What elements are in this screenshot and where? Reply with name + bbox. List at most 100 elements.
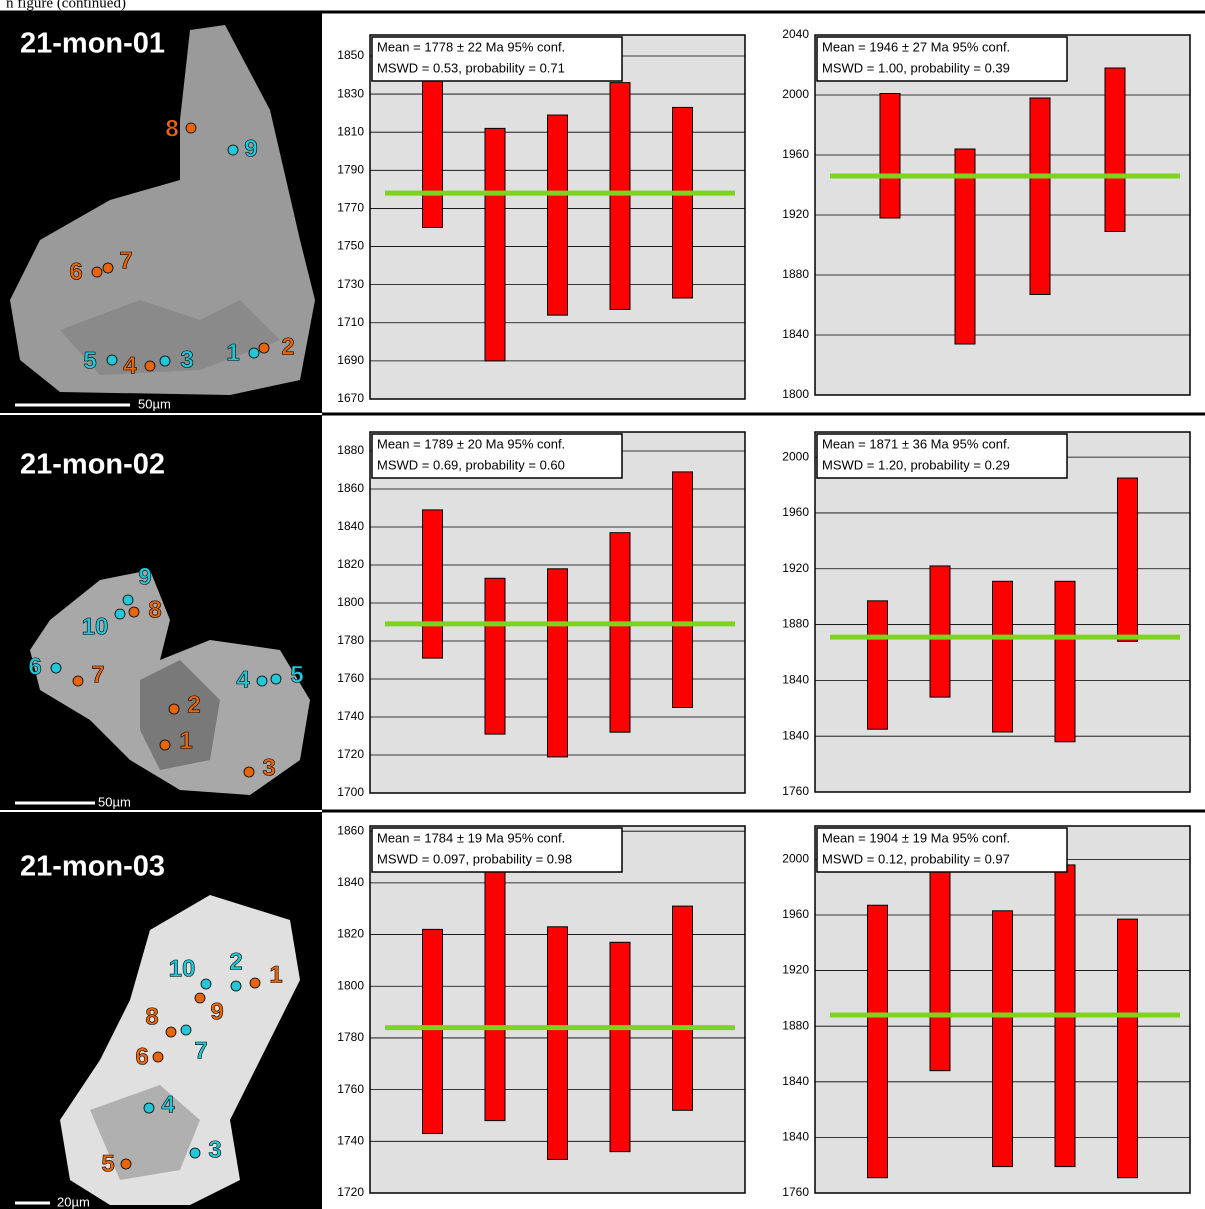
range-bar <box>547 114 568 316</box>
y-tick-label: 1830 <box>337 86 364 100</box>
spot-label: 3 <box>262 754 275 781</box>
y-tick-label: 1760 <box>782 1185 809 1199</box>
range-bar <box>992 580 1013 733</box>
spot-dot <box>72 675 84 687</box>
y-tick-label: 1880 <box>782 617 809 631</box>
y-tick-label: 1720 <box>337 1185 364 1199</box>
y-tick-label: 1760 <box>337 671 364 685</box>
y-tick-label: 1840 <box>782 673 809 687</box>
spot-label: 6 <box>69 258 82 285</box>
annotation: MSWD = 0.12, probability = 0.97 <box>822 851 1010 866</box>
scale-label: 50µm <box>138 396 171 411</box>
spot-label: 6 <box>135 1043 148 1070</box>
y-tick-label: 1800 <box>782 387 809 401</box>
panel-label: 21-mon-02 <box>20 449 165 481</box>
spot-label: 5 <box>290 661 303 688</box>
annotation: Mean = 1789 ± 20 Ma 95% conf. <box>377 436 565 451</box>
y-tick-label: 1920 <box>782 207 809 221</box>
panel-label: 21-mon-03 <box>20 851 165 883</box>
y-tick-label: 1960 <box>782 147 809 161</box>
range-bar <box>672 106 693 299</box>
y-tick-label: 1690 <box>337 353 364 367</box>
spot-dot <box>102 262 114 274</box>
caption: n figure (continued) <box>6 0 126 11</box>
spot-dot <box>159 355 171 367</box>
y-tick-label: 1740 <box>337 1133 364 1147</box>
range-bar <box>992 910 1013 1168</box>
spot-label: 5 <box>83 347 96 374</box>
spot-label: 7 <box>119 247 132 274</box>
y-tick-label: 1840 <box>782 728 809 742</box>
range-bar <box>1117 477 1138 642</box>
spot-label: 7 <box>91 661 104 688</box>
spot-label: 9 <box>244 135 257 162</box>
spot-label: 9 <box>210 998 223 1025</box>
annotation-box <box>371 827 623 873</box>
y-tick-label: 1800 <box>337 978 364 992</box>
y-tick-label: 1840 <box>782 1074 809 1088</box>
annotation: Mean = 1778 ± 22 Ma 95% conf. <box>377 39 565 54</box>
spot-dot <box>114 608 126 620</box>
y-tick-label: 1700 <box>337 785 364 799</box>
y-tick-label: 1960 <box>782 907 809 921</box>
spot-dot <box>200 978 212 990</box>
y-tick-label: 2000 <box>782 852 809 866</box>
range-bar <box>1117 918 1138 1179</box>
y-tick-label: 1850 <box>337 48 364 62</box>
spot-dot <box>144 360 156 372</box>
bars <box>422 471 693 758</box>
range-bar <box>422 64 443 228</box>
plot-border <box>369 431 746 794</box>
y-tick-label: 1820 <box>337 927 364 941</box>
range-bar <box>1104 67 1126 232</box>
y-tick-label: 1670 <box>337 391 364 405</box>
y-tick-label: 1960 <box>782 505 809 519</box>
y-tick-label: 1840 <box>337 875 364 889</box>
y-tick-label: 1840 <box>782 1130 809 1144</box>
y-tick-label: 1880 <box>782 267 809 281</box>
spot-dot <box>143 1102 155 1114</box>
y-tick-label: 1820 <box>337 557 364 571</box>
bars <box>879 67 1126 345</box>
panel-label: 21-mon-01 <box>20 28 165 60</box>
range-bar <box>484 127 506 362</box>
spot-label: 2 <box>187 691 200 718</box>
spot-dot <box>128 606 140 618</box>
range-bar <box>609 82 631 310</box>
range-bar <box>929 858 951 1072</box>
y-tick-label: 1750 <box>337 239 364 253</box>
spot-dot <box>180 1024 192 1036</box>
annotation: Mean = 1946 ± 27 Ma 95% conf. <box>822 39 1010 54</box>
annotation-box <box>371 433 623 479</box>
spot-dot <box>256 675 268 687</box>
grain-texture <box>140 660 220 770</box>
spot-label: 4 <box>161 1091 175 1118</box>
plot-border <box>369 825 746 1194</box>
y-tick-label: 1880 <box>782 1018 809 1032</box>
range-bar <box>609 941 631 1153</box>
spot-dot <box>120 1158 132 1170</box>
spot-label: 2 <box>229 948 242 975</box>
y-tick-label: 2040 <box>782 27 809 41</box>
y-tick-label: 1860 <box>337 823 364 837</box>
annotation-box <box>816 827 1068 873</box>
spot-label: 10 <box>169 955 196 982</box>
spot-label: 3 <box>180 346 193 373</box>
annotation: MSWD = 1.00, probability = 0.39 <box>822 60 1010 75</box>
spot-dot <box>91 266 103 278</box>
y-tick-label: 1790 <box>337 162 364 176</box>
y-tick-label: 1720 <box>337 747 364 761</box>
y-tick-label: 2000 <box>782 87 809 101</box>
annotation: MSWD = 1.20, probability = 0.29 <box>822 457 1010 472</box>
y-tick-label: 1740 <box>337 709 364 723</box>
annotation: Mean = 1904 ± 19 Ma 95% conf. <box>822 830 1010 845</box>
y-tick-label: 1770 <box>337 201 364 215</box>
annotation: MSWD = 0.53, probability = 0.71 <box>377 60 565 75</box>
y-tick-label: 1760 <box>782 784 809 798</box>
y-tick-label: 1840 <box>782 327 809 341</box>
range-bar <box>954 148 976 345</box>
range-bar <box>672 905 693 1111</box>
plot-border <box>814 431 1191 793</box>
spot-dot <box>243 766 255 778</box>
